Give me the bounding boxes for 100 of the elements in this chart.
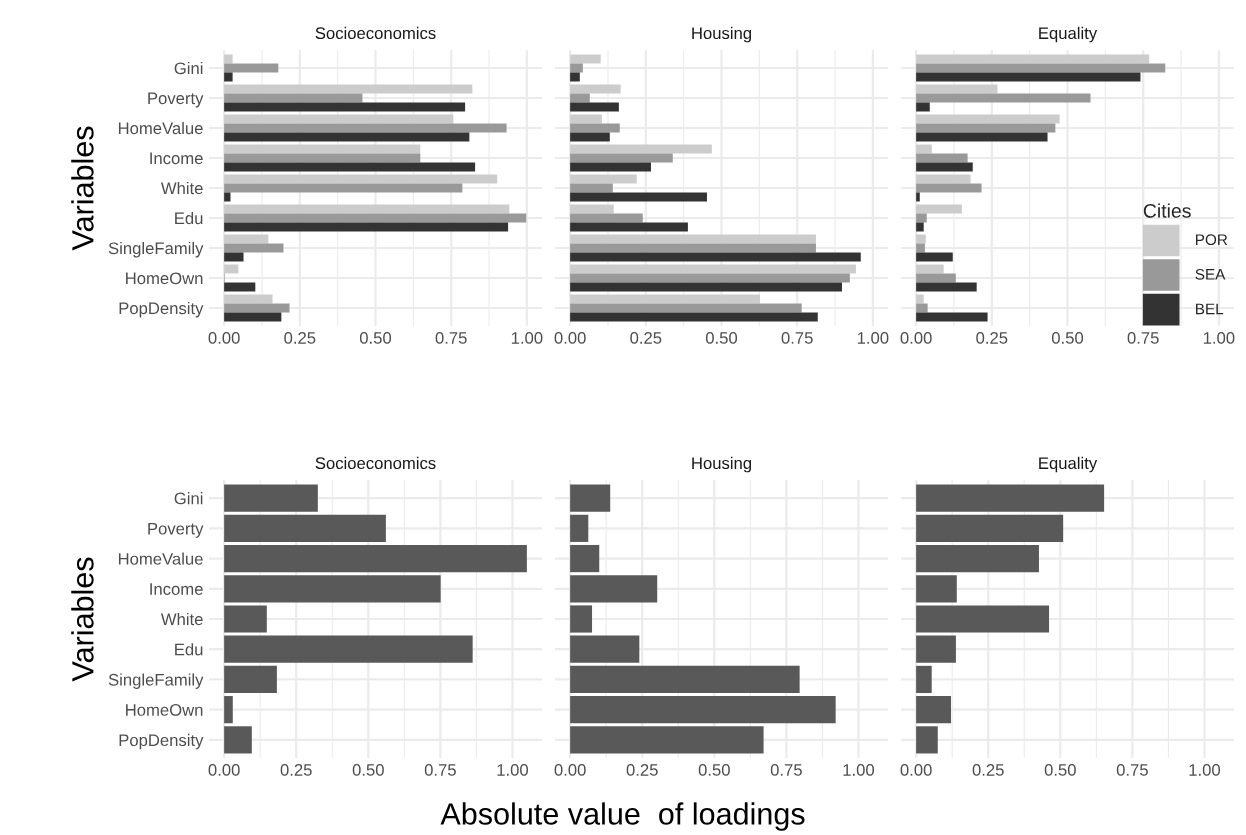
- bar: [224, 514, 386, 542]
- bar: [224, 665, 277, 694]
- x-tick-label: 0.00: [900, 764, 932, 776]
- bar: [916, 213, 927, 223]
- legend-label: POR: [1196, 234, 1228, 246]
- x-tick-label: 0.50: [359, 332, 392, 344]
- bar: [916, 93, 1091, 103]
- bar: [224, 605, 267, 633]
- x-tick-label: 0.25: [630, 332, 662, 344]
- x-tick-label: 1.00: [511, 332, 543, 344]
- bar: [570, 605, 593, 633]
- bar: [916, 544, 1039, 573]
- x-tick-label: 0.25: [626, 764, 658, 776]
- y-tick-label: HomeValue: [118, 552, 203, 565]
- bar: [570, 183, 613, 193]
- bar: [570, 84, 621, 94]
- bar: [570, 123, 620, 133]
- bar: [570, 234, 816, 244]
- bar: [224, 63, 279, 73]
- chart-title: Housing: [692, 456, 751, 473]
- x-tick-label: 0.00: [554, 332, 586, 344]
- bar: [916, 696, 952, 724]
- x-tick-label: 0.50: [352, 764, 384, 776]
- x-tick-label: 0.25: [284, 332, 316, 344]
- x-tick-label: 0.75: [770, 764, 802, 776]
- bar: [916, 484, 1105, 512]
- y-tick-label: White: [160, 181, 203, 195]
- bar: [224, 544, 527, 573]
- y-tick-label: Gini: [174, 61, 203, 75]
- bar: [224, 183, 463, 193]
- x-tick-label: 0.75: [1116, 764, 1148, 776]
- bar: [916, 153, 968, 163]
- bar: [570, 162, 651, 172]
- bar: [570, 222, 688, 232]
- bar: [916, 183, 982, 193]
- y-tick-label: HomeOwn: [126, 272, 203, 285]
- bar: [224, 162, 476, 172]
- bar: [916, 726, 938, 754]
- bar: [570, 192, 707, 202]
- y-tick-label: Edu: [175, 643, 203, 656]
- x-tick-label: 0.50: [1051, 332, 1084, 344]
- x-tick-label: 0.75: [781, 332, 813, 344]
- bar: [570, 635, 640, 663]
- bar: [916, 273, 956, 283]
- y-tick-label: Poverty: [148, 92, 204, 108]
- bar: [916, 514, 1064, 542]
- bar: [916, 294, 924, 304]
- y-tick-label: White: [160, 612, 203, 626]
- y-tick-label: SingleFamily: [108, 673, 204, 689]
- chart-title: Equality: [1039, 26, 1098, 43]
- x-tick-label: 0.00: [208, 332, 240, 344]
- bar: [916, 234, 926, 244]
- bar: [224, 726, 252, 754]
- bar: [570, 54, 601, 64]
- bar: [570, 514, 589, 542]
- x-tick-label: 0.75: [435, 332, 467, 344]
- x-tick-label: 0.50: [698, 764, 730, 776]
- bar: [916, 192, 920, 202]
- bar: [224, 93, 363, 103]
- bar: [224, 204, 510, 214]
- x-tick-label: 1.00: [843, 764, 875, 776]
- bar: [224, 635, 473, 663]
- bar: [570, 114, 602, 124]
- bar: [224, 696, 233, 724]
- bar: [570, 726, 764, 754]
- bar: [570, 696, 836, 724]
- x-tick-label: 0.25: [280, 764, 312, 776]
- bar: [224, 484, 318, 512]
- bar: [570, 243, 816, 253]
- bar: [570, 282, 842, 292]
- bar: [916, 243, 925, 253]
- bar: [570, 264, 856, 274]
- y-tick-label: Poverty: [148, 522, 204, 538]
- legend-label: SEA: [1195, 268, 1226, 280]
- bar: [224, 282, 256, 292]
- legend-label: BEL: [1196, 303, 1224, 315]
- bar: [570, 204, 614, 214]
- x-tick-label: 0.50: [1044, 764, 1076, 776]
- y-axis-title: Variables: [71, 126, 94, 251]
- bar: [570, 484, 611, 512]
- bar: [916, 303, 928, 313]
- x-tick-label: 1.00: [1189, 764, 1221, 776]
- x-tick-label: 0.00: [554, 764, 586, 776]
- bar: [224, 294, 273, 304]
- bar: [570, 72, 580, 82]
- x-tick-label: 1.00: [857, 332, 889, 344]
- x-tick-label: 0.25: [972, 764, 1004, 776]
- bar: [916, 282, 977, 292]
- x-tick-label: 1.00: [1203, 332, 1235, 344]
- bar: [916, 605, 1050, 633]
- bar: [916, 144, 932, 154]
- chart-title: Housing: [692, 26, 751, 43]
- bar: [916, 264, 944, 274]
- bar: [916, 72, 1141, 82]
- x-tick-label: 0.75: [1127, 332, 1159, 344]
- x-tick-label: 0.50: [705, 332, 738, 344]
- y-tick-label: Edu: [175, 211, 203, 225]
- x-axis-title: Absolute value of loadings: [440, 802, 805, 831]
- bar: [570, 153, 673, 163]
- y-tick-label: HomeValue: [118, 121, 203, 135]
